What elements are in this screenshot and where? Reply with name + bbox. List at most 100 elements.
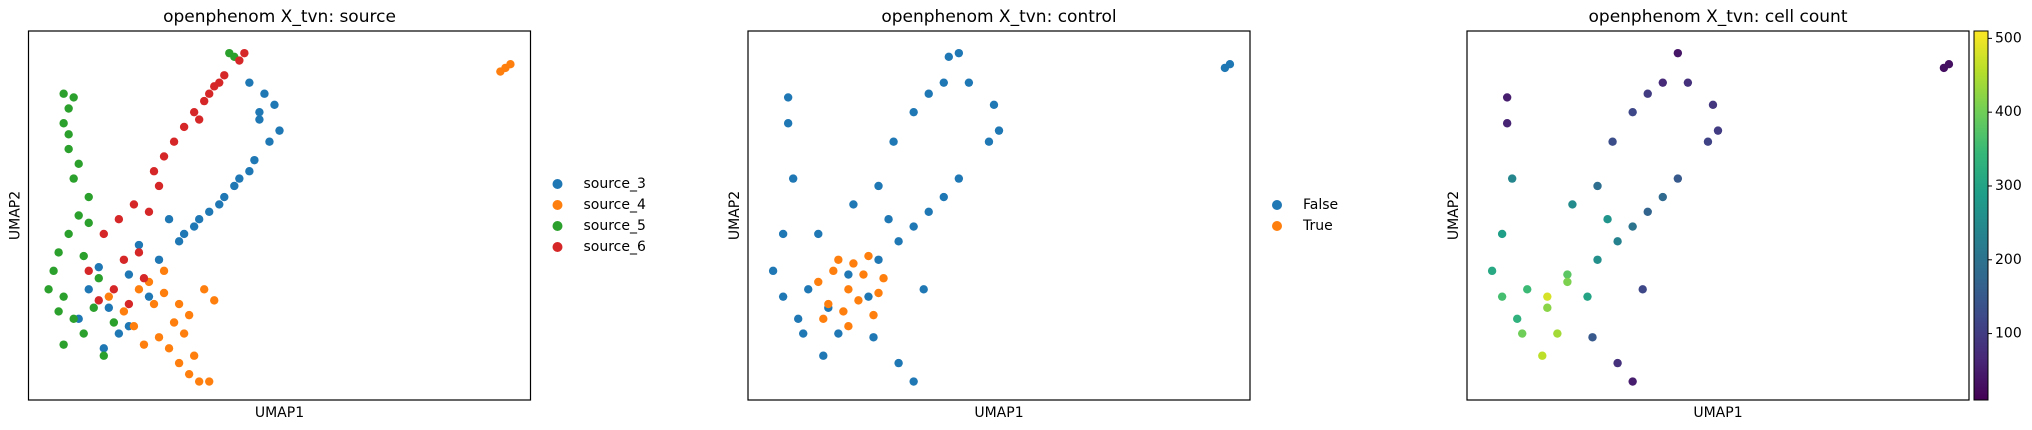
legend-label: False	[1303, 197, 1338, 213]
point	[1603, 214, 1612, 224]
legend-label: source_6	[584, 239, 646, 255]
point	[804, 285, 813, 294]
point	[49, 266, 58, 276]
x-axis-label: UMAP1	[255, 405, 304, 421]
point	[265, 137, 274, 146]
point	[964, 78, 974, 87]
point	[235, 56, 244, 65]
legend-marker	[552, 242, 563, 252]
point	[869, 310, 878, 320]
point	[814, 229, 823, 239]
point	[1628, 222, 1637, 231]
point	[1658, 78, 1667, 87]
point	[74, 159, 83, 169]
point	[919, 285, 928, 294]
legend-marker	[552, 200, 563, 210]
point	[1543, 292, 1552, 301]
colorbar-tick-label: 400	[1995, 104, 2022, 120]
point	[64, 130, 73, 139]
point	[1643, 207, 1652, 217]
x-axis-label: UMAP1	[1693, 405, 1742, 421]
point	[1497, 292, 1507, 301]
point	[74, 211, 83, 220]
point	[1563, 270, 1572, 279]
point	[1628, 107, 1637, 117]
y-axis-label: UMAP2	[1446, 191, 1462, 240]
point	[179, 122, 189, 132]
point	[99, 344, 109, 353]
point	[909, 377, 918, 386]
colorbar-tick-label: 100	[1995, 326, 2022, 342]
colorbar	[1973, 30, 1989, 401]
point	[794, 314, 803, 324]
point	[154, 255, 164, 264]
point	[275, 126, 284, 135]
point	[54, 307, 63, 316]
point	[119, 255, 129, 264]
point	[1944, 60, 1954, 69]
point	[69, 93, 78, 102]
point	[1538, 351, 1547, 360]
plot-frame	[27, 30, 532, 401]
point	[924, 207, 933, 217]
point	[89, 303, 98, 312]
point	[884, 214, 893, 224]
plot-frame	[1466, 30, 1970, 401]
point	[84, 218, 93, 228]
point	[69, 314, 78, 324]
point	[250, 155, 259, 165]
point	[778, 229, 788, 239]
points	[1487, 48, 1954, 386]
legend-marker	[1272, 221, 1282, 231]
point	[64, 229, 73, 239]
legend-marker	[552, 179, 563, 189]
point	[270, 100, 279, 110]
point	[109, 285, 119, 294]
point	[783, 93, 793, 102]
point	[94, 262, 103, 272]
point	[64, 144, 73, 154]
point	[869, 333, 878, 342]
point	[874, 288, 883, 298]
point	[829, 266, 838, 276]
point	[788, 174, 798, 183]
point	[1507, 174, 1517, 183]
point	[104, 292, 114, 301]
point	[783, 119, 793, 128]
point	[1608, 137, 1617, 146]
point	[109, 318, 119, 327]
point	[134, 285, 144, 294]
point	[844, 285, 853, 294]
point	[200, 285, 209, 294]
point	[954, 48, 964, 58]
point	[169, 318, 179, 327]
point	[839, 307, 848, 316]
point	[164, 344, 174, 353]
point	[944, 52, 953, 62]
point	[159, 288, 169, 298]
chart-title: openphenom X_tvn: cell count	[1589, 7, 1848, 27]
point	[834, 255, 843, 264]
point	[119, 307, 129, 316]
point	[169, 137, 179, 146]
point	[844, 322, 853, 331]
point	[894, 358, 903, 368]
point	[1502, 119, 1512, 128]
point	[149, 299, 159, 309]
legend-label: True	[1302, 218, 1333, 234]
point	[159, 266, 169, 276]
point	[1588, 333, 1597, 342]
point	[64, 104, 73, 113]
point	[924, 89, 933, 98]
point	[909, 107, 918, 117]
point	[989, 100, 999, 110]
point	[154, 333, 164, 342]
point	[894, 237, 903, 246]
point	[220, 71, 229, 80]
point	[1673, 48, 1683, 58]
point	[129, 200, 139, 209]
point	[124, 299, 134, 309]
point	[144, 292, 154, 301]
point	[59, 340, 68, 349]
point	[245, 167, 254, 176]
